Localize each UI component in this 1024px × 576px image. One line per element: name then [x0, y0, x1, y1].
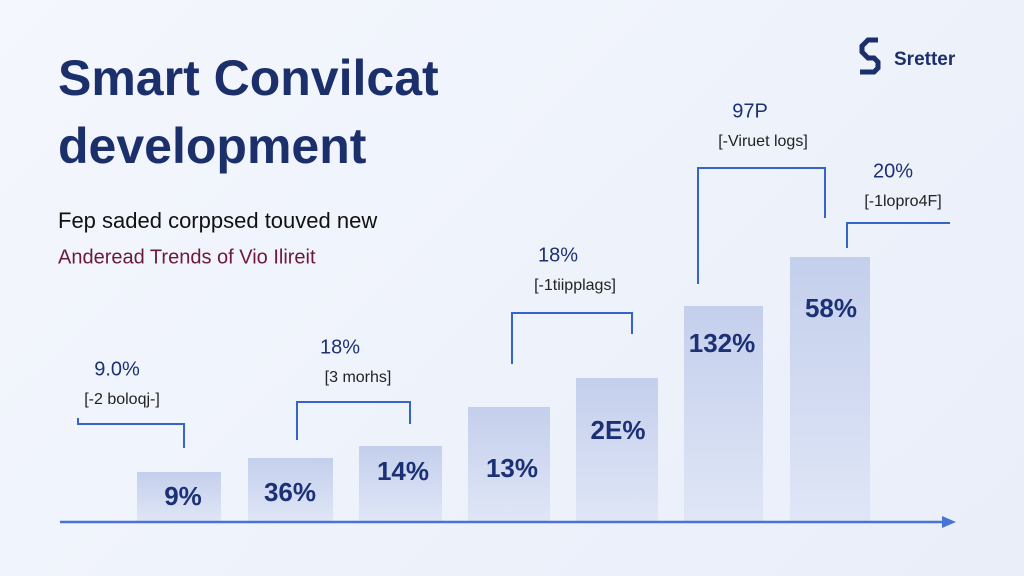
bracket	[511, 312, 633, 364]
bar	[248, 458, 333, 522]
logo: Sretter	[859, 37, 956, 75]
callout-note: [3 morhs]	[325, 369, 392, 386]
logo-text: Sretter	[894, 49, 956, 70]
bracket	[846, 222, 950, 248]
axis	[60, 516, 956, 528]
callout-note: [-Viruet logs]	[718, 133, 808, 150]
bar	[137, 472, 221, 522]
bar	[468, 407, 550, 522]
bar-label: 9%	[164, 481, 202, 511]
bar	[359, 446, 442, 522]
axis-arrow	[942, 516, 956, 528]
subtitle-line: Fep saded corppsed touved new	[58, 208, 377, 233]
bar-label: 36%	[264, 477, 316, 507]
callout-value: 20%	[873, 160, 913, 182]
bar-label: 13%	[486, 453, 538, 483]
bar	[576, 378, 658, 522]
bar-label: 132%	[689, 328, 756, 358]
bar	[790, 257, 870, 522]
title-line: development	[58, 118, 367, 174]
bar	[684, 306, 763, 522]
callout-value: 97P	[732, 100, 768, 122]
callouts: 9.0% [-2 boloqj-] 18% [3 morhs] 18% [-1t…	[77, 100, 950, 448]
bracket	[697, 167, 826, 284]
callout-note: [-1lopro4F]	[864, 193, 941, 210]
callout-value: 18%	[538, 244, 578, 266]
callout-value: 18%	[320, 336, 360, 358]
bar-label: 2E%	[591, 415, 646, 445]
bracket	[296, 401, 411, 440]
title-line: Smart Convilcat	[58, 50, 439, 106]
logo-icon	[859, 37, 881, 75]
subtitle-line: Anderead Trends of Vio Ilireit	[58, 246, 316, 268]
bracket	[77, 418, 185, 448]
bar-label: 14%	[377, 456, 429, 486]
callout-note: [-1tiipplags]	[534, 277, 616, 294]
bars: 9% 36% 14% 13% 2E% 132% 58%	[137, 257, 870, 522]
callout-note: [-2 boloqj-]	[84, 391, 160, 408]
callout-value: 9.0%	[94, 358, 140, 380]
bar-label: 58%	[805, 293, 857, 323]
